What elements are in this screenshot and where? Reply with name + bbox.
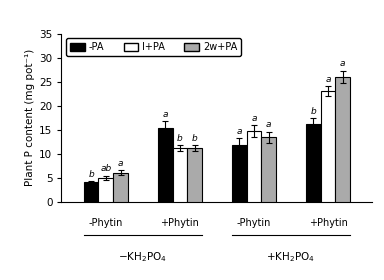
Text: b: b [88,170,94,179]
Bar [98,178,113,202]
Text: +Phytin: +Phytin [309,218,348,228]
Text: a: a [266,120,271,129]
Bar [321,91,336,202]
Bar [232,145,247,202]
Text: a: a [325,75,331,84]
Text: b: b [177,134,183,143]
Bar [172,148,187,202]
Bar [113,173,128,202]
Legend: -PA, I+PA, 2w+PA: -PA, I+PA, 2w+PA [66,38,241,56]
Text: ab: ab [100,164,111,173]
Text: -Phytin: -Phytin [237,218,271,228]
Text: b: b [192,134,198,143]
Text: -Phytin: -Phytin [89,218,123,228]
Text: a: a [162,109,168,118]
Text: a: a [251,114,257,123]
Text: b: b [310,107,316,116]
Bar [306,124,321,202]
Text: a: a [237,127,242,136]
Bar [158,128,172,202]
Text: a: a [340,59,346,68]
Bar [336,77,350,202]
Bar [84,182,98,202]
Text: +Phytin: +Phytin [161,218,199,228]
Text: $-$KH$_2$PO$_4$: $-$KH$_2$PO$_4$ [118,250,167,264]
Bar [187,148,202,202]
Bar [262,137,276,202]
Text: a: a [118,159,123,168]
Bar [247,131,262,202]
Y-axis label: Plant P content (mg pot⁻¹): Plant P content (mg pot⁻¹) [25,49,35,186]
Text: $+$KH$_2$PO$_4$: $+$KH$_2$PO$_4$ [266,250,316,264]
